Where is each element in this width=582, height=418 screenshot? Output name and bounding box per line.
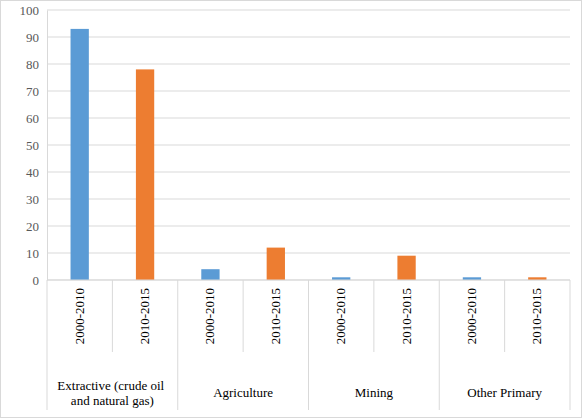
group-separator [177,280,178,410]
y-tick-label: 100 [20,3,40,18]
y-tick: 40 [26,165,47,180]
bar [136,69,154,280]
subcategory-label: 2000-2010 [202,288,217,344]
grid-line [47,253,570,254]
subcategory-label: 2000-2010 [72,288,87,344]
group-separator [47,280,48,410]
y-tick-label: 60 [26,111,39,126]
y-tick: 10 [26,246,47,261]
bar [201,269,219,280]
y-tick: 80 [26,57,47,72]
y-tick-label: 30 [26,192,39,207]
grid-line [47,10,570,11]
y-tick: 50 [26,138,47,153]
y-tick-label: 20 [26,219,39,234]
subcategory-label: 2010-2015 [137,288,152,344]
y-tick: 90 [26,30,47,45]
y-tick: 20 [26,219,47,234]
subcategory-label: 2010-2015 [268,288,283,344]
x-axis: 2000-2010 2000-2010 2000-2010 2000-2010 2010… [47,280,570,410]
subcategory-label: 2000-2010 [464,288,479,344]
grid-line [47,145,570,146]
subcategory-separator [243,280,244,352]
bar [267,248,285,280]
y-tick-label: 80 [26,57,39,72]
y-axis-line [47,11,48,281]
group-separator [439,280,440,410]
y-tick: 60 [26,111,47,126]
y-tick: 100 [20,3,48,18]
y-tick-label: 0 [33,273,40,288]
category-label: Extractive (crude oil and natural gas) [57,378,167,408]
subcategory-separator [112,280,113,352]
category-label: Other Primary [467,385,542,400]
grid-line [47,172,570,173]
y-axis: 0 10 20 30 40 50 60 70 80 90 100 [20,3,48,288]
grid-line [47,91,570,92]
bar [397,256,415,280]
bar [71,29,89,280]
y-tick-label: 90 [26,30,39,45]
subcategory-separator [504,280,505,352]
subcategory-label: 2000-2010 [333,288,348,344]
subcategory-separator [373,280,374,352]
grid-line [47,64,570,65]
grid [47,10,570,280]
subcategory-label: 2010-2015 [399,288,414,344]
grid-line [47,37,570,38]
y-tick-label: 40 [26,165,39,180]
plot: 01020304050607080901002000-20102000-2010… [20,3,571,410]
y-tick: 30 [26,192,47,207]
grid-line [47,226,570,227]
y-tick-label: 50 [26,138,39,153]
grid-line [47,199,570,200]
category-label: Agriculture [213,385,273,400]
chart: 01020304050607080901002000-20102000-2010… [0,0,582,418]
group-separator [570,280,571,410]
bars [71,29,547,280]
y-tick-label: 10 [26,246,39,261]
group-separator [308,280,309,410]
y-tick: 0 [33,273,48,288]
y-tick-label: 70 [26,84,39,99]
grid-line [47,118,570,119]
y-tick: 70 [26,84,47,99]
subcategory-label: 2010-2015 [529,288,544,344]
chart-border [1,1,582,418]
category-label: Mining [355,385,394,400]
